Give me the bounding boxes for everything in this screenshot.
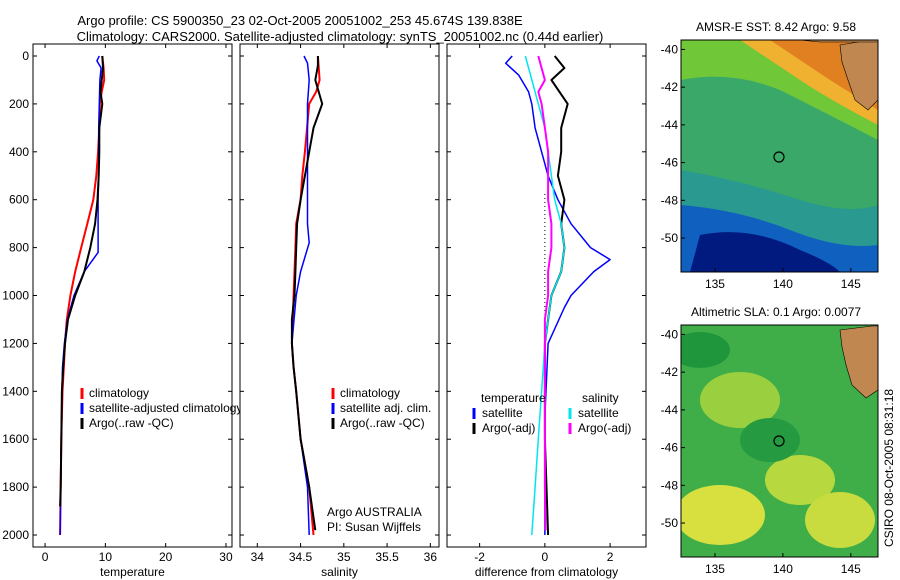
- sla-map-panel: Altimetric SLA: 0.1 Argo: 0.0077 135 140 1…: [661, 305, 879, 576]
- salinity-legend-label: climatology: [340, 386, 400, 400]
- sla-low-blob-2: [740, 418, 800, 462]
- difference-series-group: [504, 55, 611, 536]
- sst-argo-marker: [773, 151, 785, 163]
- difference-series-temperature-satellite: [504, 55, 611, 535]
- difference-xtick-label: 0: [542, 550, 549, 564]
- sla_map-ytick-label: -42: [661, 365, 679, 379]
- temperature-axes-frame: [32, 43, 233, 548]
- sla_map-xtick-label: 140: [773, 562, 793, 576]
- sst-map-panel: AMSR-E SST: 8.42 Argo: 9.58 135 140 145 -40…: [661, 20, 879, 291]
- sla-map-frame: [680, 324, 879, 558]
- temperature-ytick-label: 0: [22, 49, 29, 63]
- temperature-legend-label: climatology: [89, 386, 149, 400]
- temperature-ytick-label: 200: [9, 97, 29, 111]
- sla_map-ytick-label: -44: [661, 403, 679, 417]
- sla-high-blob-4: [805, 492, 875, 548]
- sst_map-ytick-label: -50: [661, 231, 679, 245]
- temperature-ytick-label: 1200: [2, 336, 29, 350]
- difference-legend-label: Argo(-adj): [482, 421, 535, 435]
- side-timestamp-label: CSIRO 08-Oct-2005 08:31:18: [882, 389, 896, 547]
- sst_map-xtick-label: 145: [841, 277, 861, 291]
- salinity-annotation: PI: Susan Wijffels: [327, 520, 421, 534]
- sst_map-ytick-label: -44: [661, 118, 679, 132]
- temperature-xtick-label: 20: [159, 550, 173, 564]
- salinity-xtick-label: 36: [424, 550, 438, 564]
- sst_map-ytick-label: -40: [661, 42, 679, 56]
- temperature-legend-label: satellite-adjusted climatology: [89, 401, 242, 415]
- temperature-series-group: [59, 55, 106, 536]
- salinity-series-group: [290, 55, 324, 536]
- temperature-ytick-label: 1800: [2, 480, 29, 494]
- temperature-panel: 0 10 20 30 0 200 400 600 800 1000 1200 1400 1600 1800…: [2, 43, 242, 579]
- temperature-ytick-label: 600: [9, 193, 29, 207]
- temperature-ytick-label: 800: [9, 241, 29, 255]
- difference-xtick-label: -2: [474, 550, 485, 564]
- temperature-ytick-label: 1600: [2, 432, 29, 446]
- sst-map-title: AMSR-E SST: 8.42 Argo: 9.58: [696, 20, 856, 34]
- sst_map-xtick-label: 140: [773, 277, 793, 291]
- sla_map-ytick-label: -50: [661, 516, 679, 530]
- sla-land-tasmania: [839, 325, 878, 399]
- sla-map-title: Altimetric SLA: 0.1 Argo: 0.0077: [691, 305, 861, 319]
- sla-low-blob-1: [681, 332, 730, 368]
- difference-legend-label: satellite: [482, 406, 523, 420]
- sst-orange-band: [740, 40, 878, 125]
- salinity-xtick-label: 34: [251, 550, 265, 564]
- sla-high-blob-1: [700, 372, 780, 428]
- difference-xlabel: difference from climatology: [475, 565, 618, 579]
- sla-high-blob-2: [765, 455, 835, 505]
- temperature-ytick-label: 2000: [2, 528, 29, 542]
- sla_map-ytick-label: -46: [661, 441, 679, 455]
- temperature-ytick-label: 400: [9, 145, 29, 159]
- salinity-legend-label: satellite adj. clim.: [340, 401, 431, 415]
- sst-land-tasmania: [839, 40, 878, 111]
- difference-legend-header: salinity: [582, 391, 619, 405]
- salinity-axes-frame: [239, 43, 440, 548]
- temperature-ytick-label: 1400: [2, 384, 29, 398]
- figure-title-line2: Climatology: CARS2000. Satellite-adjuste…: [77, 29, 604, 44]
- difference-legend-label: Argo(-adj): [578, 421, 631, 435]
- figure-title-line1: Argo profile: CS 5900350_23 02-Oct-2005 …: [77, 13, 523, 28]
- salinity-xtick-label: 35.5: [375, 550, 399, 564]
- difference-legend-header: temperature: [481, 391, 546, 405]
- salinity-legend-label: Argo(..raw -QC): [340, 416, 425, 430]
- salinity-xtick-label: 34.5: [289, 550, 313, 564]
- salinity-annotation: Argo AUSTRALIA: [327, 505, 422, 519]
- sst-map-frame: [680, 39, 879, 273]
- salinity-xlabel: salinity: [321, 565, 358, 579]
- sst-coldest-region: [690, 232, 840, 272]
- difference-series-salinity-argo-adj-: [537, 55, 553, 531]
- temperature-xtick-label: 10: [99, 550, 113, 564]
- sla-high-blob-3: [681, 485, 765, 545]
- temperature-xtick-label: 0: [42, 550, 49, 564]
- sst_map-ytick-label: -42: [661, 80, 679, 94]
- sst_map-ytick-label: -46: [661, 156, 679, 170]
- sst_map-ytick-label: -48: [661, 193, 679, 207]
- difference-legend-label: satellite: [578, 406, 619, 420]
- temperature-xtick-label: 30: [219, 550, 233, 564]
- temperature-xlabel: temperature: [100, 565, 165, 579]
- temperature-legend-label: Argo(..raw -QC): [89, 416, 174, 430]
- salinity-series-argo-raw-qc-: [290, 56, 324, 531]
- sla_map-xtick-label: 135: [705, 562, 725, 576]
- sla_map-ytick-label: -48: [661, 478, 679, 492]
- difference-series-salinity-satellite: [524, 55, 566, 536]
- salinity-xtick-label: 35: [337, 550, 351, 564]
- sst_map-xtick-label: 135: [705, 277, 725, 291]
- sla_map-xtick-label: 145: [841, 562, 861, 576]
- temperature-series-argo-raw-qc-: [59, 55, 104, 507]
- sla-argo-marker: [773, 435, 785, 447]
- salinity-panel: 34 34.5 35 35.5 36 salinity climatologysatelli…: [239, 43, 440, 579]
- difference-xtick-label: 2: [607, 550, 614, 564]
- sla_map-ytick-label: -40: [661, 327, 679, 341]
- temperature-ytick-label: 1000: [2, 289, 29, 303]
